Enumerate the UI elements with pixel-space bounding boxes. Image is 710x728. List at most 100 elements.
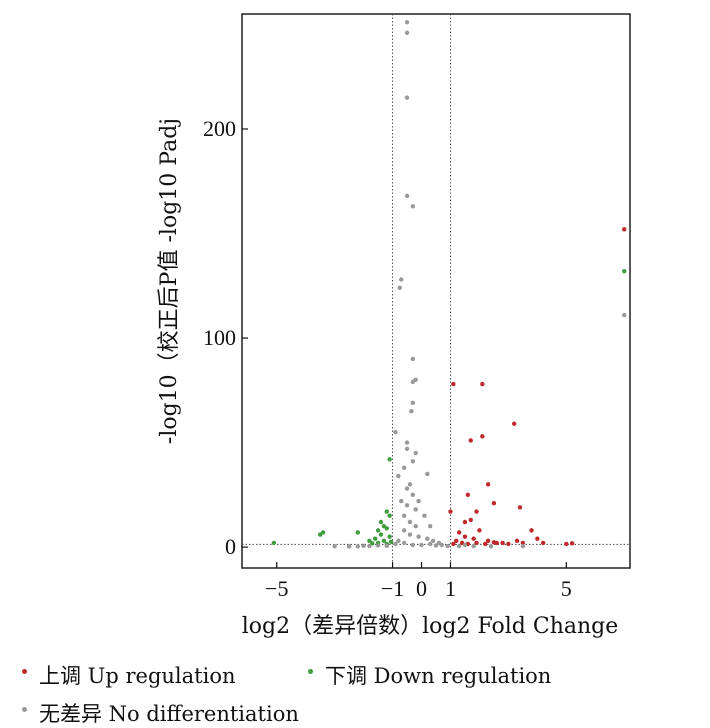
data-point-series-1 bbox=[622, 268, 627, 274]
data-point-series-1 bbox=[317, 532, 323, 537]
x-tick-label: 5 bbox=[561, 576, 572, 601]
data-point-series-2 bbox=[399, 498, 404, 504]
y-tick-label: 0 bbox=[225, 534, 236, 559]
data-point-series-1 bbox=[378, 532, 384, 537]
data-point-series-0 bbox=[451, 381, 456, 387]
data-point-series-2 bbox=[425, 471, 430, 477]
data-point-series-0 bbox=[491, 540, 497, 545]
data-point-series-2 bbox=[396, 473, 401, 479]
data-point-series-2 bbox=[393, 541, 398, 547]
data-point-series-2 bbox=[416, 498, 421, 504]
data-point-series-1 bbox=[370, 541, 375, 546]
x-tick-label: −5 bbox=[265, 576, 288, 601]
data-point-series-0 bbox=[529, 528, 534, 533]
data-point-series-1 bbox=[384, 526, 389, 531]
data-point-series-1 bbox=[355, 530, 361, 535]
data-point-series-0 bbox=[462, 519, 468, 525]
data-point-series-2 bbox=[422, 513, 427, 518]
data-point-series-2 bbox=[396, 538, 401, 544]
data-point-series-2 bbox=[410, 492, 416, 498]
data-point-series-0 bbox=[448, 509, 453, 514]
data-point-series-2 bbox=[399, 277, 404, 282]
legend-label-nodiff: 无差异 No differentiation bbox=[39, 702, 299, 726]
legend-marker-down bbox=[308, 669, 313, 674]
data-point-series-0 bbox=[474, 509, 479, 514]
data-point-series-1 bbox=[387, 534, 392, 539]
data-point-series-0 bbox=[506, 541, 511, 547]
data-point-series-1 bbox=[388, 539, 394, 545]
data-point-series-0 bbox=[485, 482, 491, 487]
legend-item-down: 下调 Down regulation bbox=[308, 660, 551, 690]
data-point-series-1 bbox=[372, 536, 378, 541]
data-point-series-0 bbox=[462, 534, 468, 539]
data-point-series-2 bbox=[416, 534, 421, 539]
data-point-series-2 bbox=[401, 465, 407, 470]
data-point-series-0 bbox=[465, 492, 471, 498]
data-point-series-2 bbox=[428, 523, 433, 529]
data-point-series-2 bbox=[401, 513, 407, 518]
data-point-series-0 bbox=[471, 536, 476, 541]
data-point-series-0 bbox=[535, 536, 540, 541]
data-point-series-0 bbox=[569, 541, 575, 546]
data-point-series-0 bbox=[622, 227, 627, 232]
data-point-series-0 bbox=[454, 538, 459, 544]
data-point-series-2 bbox=[419, 542, 424, 548]
data-point-series-2 bbox=[404, 20, 410, 25]
x-tick-label: −1 bbox=[381, 576, 404, 601]
plot-frame bbox=[241, 13, 631, 569]
data-point-series-1 bbox=[367, 538, 372, 544]
data-point-series-2 bbox=[375, 543, 381, 548]
data-point-series-2 bbox=[439, 542, 444, 548]
data-point-series-2 bbox=[407, 532, 413, 537]
data-point-series-0 bbox=[511, 421, 517, 426]
data-point-series-2 bbox=[413, 507, 418, 512]
data-point-series-1 bbox=[378, 519, 384, 525]
data-point-series-0 bbox=[480, 381, 485, 387]
data-point-series-2 bbox=[332, 544, 337, 549]
data-point-series-2 bbox=[410, 379, 416, 385]
legend-label-up: 上调 Up regulation bbox=[39, 664, 236, 688]
data-point-series-2 bbox=[404, 503, 410, 508]
data-point-series-1 bbox=[271, 540, 277, 546]
data-point-series-2 bbox=[462, 542, 468, 548]
data-point-series-1 bbox=[387, 457, 392, 462]
data-point-series-2 bbox=[355, 544, 361, 549]
data-point-series-0 bbox=[480, 434, 485, 439]
data-point-series-0 bbox=[520, 540, 526, 546]
data-point-series-2 bbox=[413, 450, 418, 456]
data-point-series-2 bbox=[401, 528, 407, 533]
data-point-series-2 bbox=[346, 544, 352, 549]
data-point-series-2 bbox=[404, 30, 410, 36]
data-point-series-2 bbox=[471, 543, 476, 549]
data-point-series-0 bbox=[540, 540, 546, 546]
data-point-series-2 bbox=[622, 312, 627, 318]
data-point-series-2 bbox=[404, 486, 410, 491]
data-point-series-0 bbox=[564, 541, 569, 547]
data-point-series-0 bbox=[468, 517, 473, 523]
data-point-series-0 bbox=[517, 505, 523, 510]
data-point-series-2 bbox=[393, 429, 398, 435]
legend-item-up: 上调 Up regulation bbox=[22, 660, 236, 690]
data-point-series-0 bbox=[468, 438, 473, 443]
data-point-series-2 bbox=[430, 538, 436, 544]
x-axis-title: log2（差异倍数）log2 Fold Change bbox=[242, 614, 619, 639]
legend-label-down: 下调 Down regulation bbox=[325, 664, 552, 688]
x-tick-label: 0 bbox=[416, 576, 427, 601]
data-point-series-2 bbox=[407, 519, 413, 525]
x-tick-label: 1 bbox=[445, 576, 456, 601]
data-point-series-2 bbox=[445, 543, 450, 549]
data-point-series-1 bbox=[381, 538, 387, 544]
y-tick-label: 100 bbox=[203, 325, 236, 350]
y-tick-label: 200 bbox=[203, 116, 236, 141]
data-point-series-2 bbox=[410, 356, 416, 362]
data-point-series-1 bbox=[375, 528, 381, 533]
data-point-series-2 bbox=[404, 446, 410, 452]
data-point-series-2 bbox=[433, 543, 439, 548]
data-point-series-2 bbox=[361, 543, 366, 549]
data-point-series-2 bbox=[410, 204, 416, 209]
data-point-series-2 bbox=[520, 543, 526, 549]
data-point-series-2 bbox=[404, 193, 410, 199]
legend-marker-nodiff bbox=[22, 707, 27, 712]
data-point-series-2 bbox=[404, 95, 410, 100]
data-point-series-2 bbox=[413, 523, 418, 529]
